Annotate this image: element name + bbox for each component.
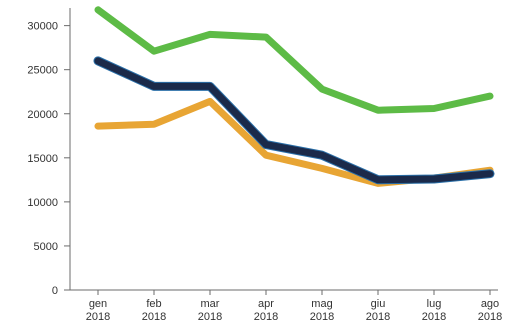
series-layer: [93, 6, 495, 187]
y-tick-label: 15000: [27, 153, 58, 165]
y-tick-label: 30000: [27, 21, 58, 33]
x-tick-label-month: feb: [146, 298, 161, 310]
x-tick-label-month: mag: [311, 298, 332, 310]
x-tick-label-month: lug: [427, 298, 442, 310]
series-line-0: [94, 6, 494, 114]
x-tick-label-year: 2018: [422, 311, 446, 323]
x-tick-label-year: 2018: [310, 311, 334, 323]
x-tick-label-year: 2018: [478, 311, 502, 323]
x-tick-label-year: 2018: [254, 311, 278, 323]
x-tick-label-month: gen: [89, 298, 107, 310]
x-axis: gen2018feb2018mar2018apr2018mag2018giu20…: [70, 289, 502, 323]
y-tick-label: 20000: [27, 109, 58, 121]
x-tick-label-month: ago: [481, 298, 499, 310]
y-tick-label: 10000: [27, 197, 58, 209]
series-line-1: [94, 97, 494, 187]
y-tick-label: 0: [52, 285, 58, 297]
x-tick-label-year: 2018: [86, 311, 110, 323]
y-axis: 0 5000 10000 15000 20000 25000 30000: [27, 8, 71, 297]
y-tick-label: 25000: [27, 65, 58, 77]
series-line-2: [94, 57, 494, 184]
x-tick-label-month: giu: [371, 298, 386, 310]
y-tick-label: 5000: [34, 241, 58, 253]
x-tick-label-year: 2018: [142, 311, 166, 323]
x-tick-label-year: 2018: [198, 311, 222, 323]
x-tick-label-month: apr: [258, 298, 274, 310]
x-tick-label-month: mar: [201, 298, 220, 310]
x-tick-label-year: 2018: [366, 311, 390, 323]
